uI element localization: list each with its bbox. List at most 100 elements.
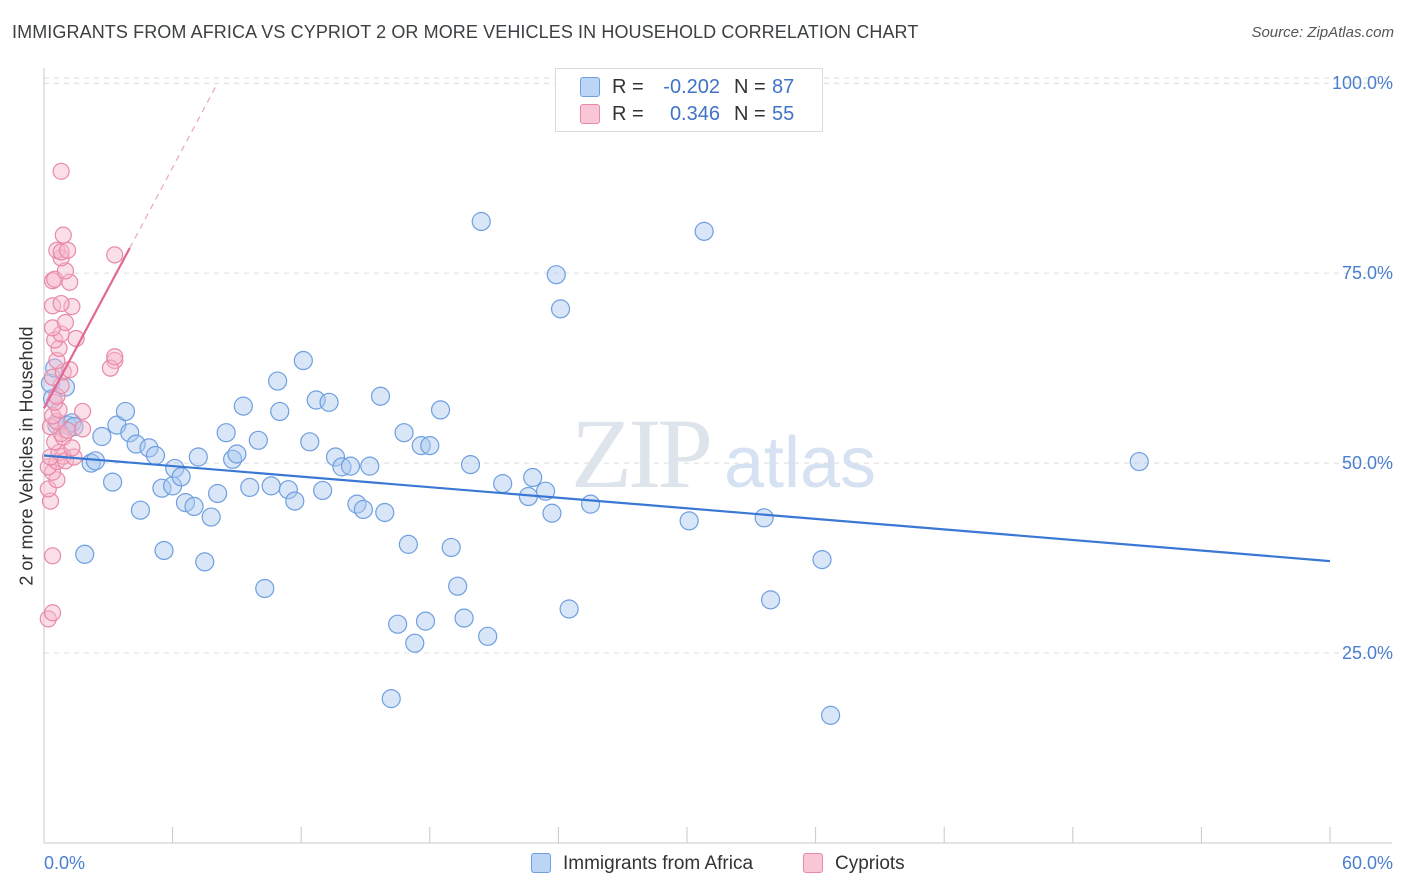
- point-africa: [353, 499, 373, 520]
- point-africa: [370, 386, 391, 406]
- point-africa: [139, 438, 159, 458]
- legend-r-label: R =: [612, 76, 644, 98]
- point-africa: [430, 400, 451, 420]
- point-africa: [278, 480, 298, 500]
- point-africa: [375, 502, 395, 523]
- y-axis-label: 2 or more Vehicles in Household: [16, 326, 37, 586]
- point-africa: [381, 689, 401, 709]
- legend-swatch-cypriots: [580, 104, 600, 124]
- point-africa: [145, 445, 166, 466]
- point-africa: [679, 511, 699, 531]
- point-africa: [760, 590, 781, 610]
- bottom-legend-label-cypriots: Cypriots: [835, 853, 905, 874]
- legend-n-label: N =: [734, 76, 766, 98]
- point-africa: [546, 265, 566, 285]
- y-tick-label: 50.0%: [1342, 453, 1393, 473]
- point-africa: [388, 614, 408, 634]
- point-africa: [208, 483, 228, 504]
- point-africa: [240, 477, 260, 498]
- x-tick-label: 60.0%: [1342, 853, 1393, 873]
- point-cypriots: [52, 294, 70, 313]
- x-tick-label: 0.0%: [44, 853, 85, 873]
- point-africa: [405, 633, 425, 653]
- point-africa: [268, 371, 288, 391]
- bottom-legend-swatch-africa: [531, 853, 551, 873]
- watermark-atlas: atlas: [724, 423, 876, 503]
- point-africa: [448, 576, 468, 596]
- point-africa: [542, 503, 562, 523]
- point-africa: [92, 426, 112, 447]
- point-africa: [184, 496, 204, 517]
- point-africa: [248, 430, 268, 450]
- point-africa: [285, 491, 305, 511]
- point-africa: [216, 423, 236, 443]
- point-africa: [75, 544, 95, 564]
- point-africa: [398, 534, 418, 554]
- point-africa: [415, 611, 436, 631]
- point-africa: [471, 211, 491, 232]
- point-africa: [559, 599, 579, 619]
- trend-line-africa: [43, 454, 1331, 563]
- watermark: ZIP atlas: [571, 398, 876, 509]
- point-cypriots: [39, 480, 57, 498]
- source-label: Source: ZipAtlas.com: [1251, 24, 1394, 41]
- point-africa: [188, 447, 208, 467]
- point-africa: [360, 456, 380, 476]
- y-tick-label: 25.0%: [1342, 643, 1393, 663]
- point-cypriots: [56, 262, 75, 280]
- trend-line-cypriots: [43, 247, 131, 409]
- point-africa: [821, 705, 841, 725]
- point-africa: [694, 221, 714, 241]
- point-africa: [580, 494, 601, 514]
- point-africa: [227, 444, 247, 464]
- point-cypriots: [43, 547, 62, 565]
- point-cypriots: [50, 339, 68, 357]
- trend-lines: [43, 86, 1331, 563]
- y-tick-label: 100.0%: [1332, 73, 1393, 93]
- bottom-legend-label-africa: Immigrants from Africa: [563, 853, 754, 874]
- point-africa: [195, 552, 215, 572]
- point-africa: [300, 432, 320, 452]
- series-cypriots-points: [39, 162, 124, 628]
- tick-labels: 25.0% 50.0% 75.0% 100.0% 0.0% 60.0%: [44, 73, 1393, 873]
- point-cypriots: [73, 402, 92, 421]
- point-cypriots: [56, 313, 75, 332]
- point-cypriots: [63, 297, 81, 316]
- point-africa: [347, 494, 367, 514]
- point-cypriots: [52, 162, 70, 180]
- watermark-zip: ZIP: [571, 398, 709, 509]
- point-africa: [460, 455, 481, 475]
- legend-r-value: 0.346: [669, 103, 720, 125]
- point-africa: [102, 472, 123, 492]
- point-africa: [319, 392, 339, 412]
- point-cypriots: [58, 241, 77, 259]
- point-africa: [313, 480, 333, 501]
- point-africa: [523, 467, 543, 488]
- bottom-legend-swatch-cypriots: [803, 853, 823, 873]
- point-africa: [394, 423, 414, 443]
- point-africa: [126, 434, 146, 454]
- legend-r-label: R =: [612, 103, 644, 125]
- legend-n-value: 55: [772, 103, 795, 125]
- trend-extension-cypriots: [129, 86, 216, 249]
- point-africa: [812, 549, 832, 570]
- point-africa: [261, 476, 281, 496]
- point-cypriots: [63, 439, 81, 457]
- point-cypriots: [106, 348, 124, 366]
- point-africa: [154, 540, 174, 561]
- y-tick-label: 75.0%: [1342, 263, 1393, 283]
- point-africa: [420, 436, 440, 456]
- point-africa: [171, 467, 191, 487]
- legend-r-value: -0.202: [663, 76, 720, 98]
- point-africa: [493, 474, 513, 494]
- point-africa: [550, 299, 571, 319]
- point-cypriots: [52, 243, 70, 261]
- legend-n-value: 87: [772, 76, 795, 98]
- point-africa: [325, 447, 346, 467]
- series-africa-points: [40, 211, 1149, 725]
- gridlines: [44, 77, 1392, 654]
- legend-swatch-africa: [580, 77, 600, 97]
- point-africa: [293, 350, 313, 371]
- point-africa: [201, 507, 221, 527]
